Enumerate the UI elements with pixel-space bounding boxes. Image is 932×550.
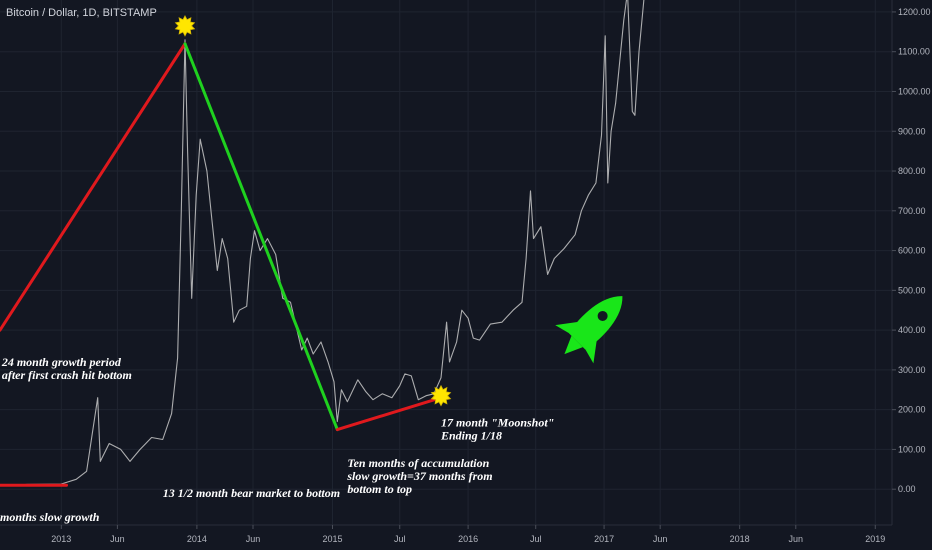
trend-line [335,396,443,432]
y-tick-label: 700.00 [898,206,926,216]
y-tick-label: 100.00 [898,444,926,454]
trend-lines [0,42,443,487]
trend-line [0,42,187,332]
x-tick-label: 2016 [458,534,478,544]
grid [0,0,892,525]
y-tick-label: 800.00 [898,166,926,176]
x-tick-label: 2019 [865,534,885,544]
annotation-line: after first crash hit bottom [2,368,132,382]
annotation-line: bottom to top [347,482,412,496]
y-tick-label: 400.00 [898,325,926,335]
y-tick-label: 200.00 [898,405,926,415]
y-tick-label: 900.00 [898,126,926,136]
x-tick-label: Jun [653,534,668,544]
annotation: 24 month growth period after first crash … [1,355,132,382]
y-tick-label: 1000.00 [898,86,931,96]
annotation-line: Ending 1/18 [440,428,502,442]
y-tick-label: 0.00 [898,484,916,494]
icons [555,296,623,364]
annotation: 13 1/2 month bear market to bottom [163,486,340,500]
annotation: months slow growth [0,510,100,524]
rocket-exhaust [564,335,583,355]
annotation-line: months slow growth [0,510,100,524]
x-axis: 2013 Jun 2014 Jun 2015 Jul 2016 Jul 2017 Jun 2018 J… [51,525,885,544]
annotations: 24 month growth period after first crash … [0,355,554,524]
y-tick-label: 500.00 [898,285,926,295]
price-line [0,0,645,487]
star-marker [174,15,196,37]
x-tick-label: 2017 [594,534,614,544]
x-tick-label: 2013 [51,534,71,544]
rocket-fin-right [585,338,597,364]
annotation-line: 17 month "Moonshot" [441,415,554,429]
x-tick-label: Jun [789,534,804,544]
y-tick-label: 300.00 [898,365,926,375]
price-series [0,0,645,487]
rocket-body [568,296,623,350]
x-tick-label: Jul [530,534,542,544]
annotation-line: 13 1/2 month bear market to bottom [163,486,340,500]
y-tick-label: 1200.00 [898,7,931,17]
chart-title: Bitcoin / Dollar, 1D, BITSTAMP [6,7,157,19]
rocket-fin-left [555,321,580,333]
annotation-line: slow growth=37 months from [346,469,492,483]
annotation-line: Ten months of accumulation [347,456,489,470]
trend-line [183,42,339,432]
x-tick-label: Jul [394,534,406,544]
x-tick-label: 2018 [730,534,750,544]
annotation: Ten months of accumulation slow growth=37… [346,456,492,496]
rocket-icon [555,296,623,364]
x-tick-label: 2015 [322,534,342,544]
annotation: 17 month "Moonshot" Ending 1/18 [440,415,554,442]
x-tick-label: 2014 [187,534,207,544]
y-axis: 0.00 100.00 200.00 300.00 400.00 500.00 600.00… [892,7,931,494]
y-tick-label: 1100.00 [898,47,930,57]
x-tick-label: Jun [110,534,125,544]
rocket-window [597,310,608,321]
y-tick-label: 600.00 [898,246,926,256]
x-tick-label: Jun [246,534,261,544]
annotation-line: 24 month growth period [1,355,122,369]
star-marker [430,384,452,407]
markers [174,15,452,407]
